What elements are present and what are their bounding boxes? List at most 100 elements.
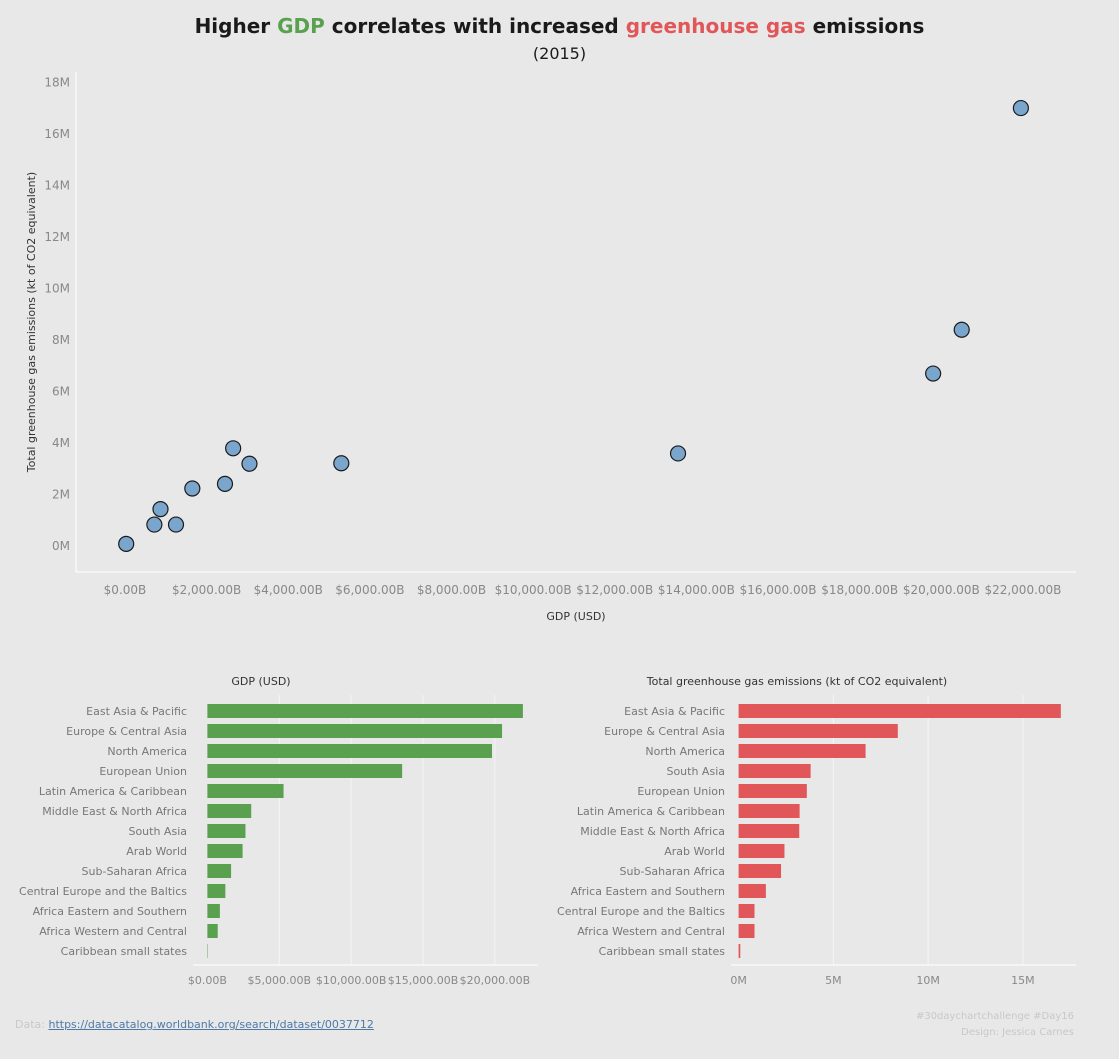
x-tick-label: $12,000.00B [576, 583, 653, 597]
x-tick-label: 5M [825, 974, 842, 987]
data-source-link[interactable]: https://datacatalog.worldbank.org/search… [48, 1018, 374, 1031]
y-tick-label: 6M [52, 385, 70, 399]
bar [738, 764, 811, 778]
category-label: Arab World [664, 845, 725, 858]
category-label: Sub-Saharan Africa [620, 865, 725, 878]
x-tick-label: $10,000.00B [316, 974, 387, 987]
bar [738, 864, 782, 878]
data-source-label: Data: [15, 1018, 49, 1031]
x-tick-label: $22,000.00B [984, 583, 1061, 597]
bar [738, 804, 800, 818]
bar [207, 744, 492, 758]
y-tick-label: 14M [44, 178, 70, 192]
x-tick-label: 10M [916, 974, 940, 987]
category-label: Africa Eastern and Southern [571, 885, 725, 898]
x-tick-label: $15,000.00B [388, 974, 459, 987]
scatter-point [333, 455, 350, 472]
category-label: Africa Western and Central [577, 925, 725, 938]
hashtags: #30daychartchallenge #Day16 [915, 1011, 1074, 1022]
category-label: Caribbean small states [61, 945, 188, 958]
y-tick-label: 4M [52, 436, 70, 450]
scatter-chart: 0M 2M 4M 6M 8M 10M 12M 14M 16M 18M $0.00B $2,000.00… [25, 72, 1076, 623]
bar [207, 784, 284, 798]
x-tick-label: $8,000.00B [417, 583, 486, 597]
bar-chart-title: GDP (USD) [231, 675, 290, 688]
y-tick-label: 12M [44, 230, 70, 244]
bar [207, 884, 226, 898]
category-label: Middle East & North Africa [580, 825, 725, 838]
bar [207, 764, 403, 778]
title-part-1: Higher [194, 14, 278, 38]
y-tick-label: 0M [52, 539, 70, 553]
category-label: European Union [637, 785, 725, 798]
bar [738, 884, 766, 898]
x-tick-label: 15M [1011, 974, 1035, 987]
bar [207, 864, 232, 878]
y-tick-label: 10M [44, 281, 70, 295]
title-ghg-word: greenhouse gas [625, 14, 806, 38]
scatter-point [1012, 99, 1029, 117]
bar [207, 904, 220, 918]
y-tick-label: 8M [52, 333, 70, 347]
y-axis-title: Total greenhouse gas emissions (kt of CO… [25, 172, 38, 473]
category-label: East Asia & Pacific [86, 705, 187, 718]
x-tick-label: $5,000.00B [247, 974, 311, 987]
bar [738, 904, 755, 918]
x-tick-label: $0.00B [188, 974, 227, 987]
bar [207, 804, 252, 818]
category-label: North America [645, 745, 725, 758]
category-label: Caribbean small states [599, 945, 726, 958]
category-label: Sub-Saharan Africa [82, 865, 187, 878]
bar [207, 924, 218, 938]
category-label: Central Europe and the Baltics [19, 885, 187, 898]
category-label: Europe & Central Asia [604, 725, 725, 738]
x-tick-label: $2,000.00B [172, 583, 241, 597]
scatter-point [167, 516, 185, 533]
bar [738, 944, 741, 958]
credits: #30daychartchallenge #Day16 Design: Jess… [916, 1009, 1074, 1041]
chart-title: Higher GDP correlates with increased gre… [0, 14, 1119, 38]
scatter-point [118, 535, 135, 553]
title-part-2: correlates with increased [324, 14, 626, 38]
scatter-point [241, 455, 258, 472]
bar [738, 704, 1061, 718]
design-credit: Design: Jessica Carnes [961, 1027, 1074, 1038]
category-label: North America [107, 745, 187, 758]
scatter-point [925, 365, 942, 382]
x-tick-label: $20,000.00B [903, 583, 980, 597]
y-tick-label: 18M [44, 75, 70, 89]
category-label: Latin America & Caribbean [39, 785, 187, 798]
x-tick-label: $6,000.00B [335, 583, 404, 597]
bar [738, 844, 785, 858]
bar [207, 704, 523, 718]
scatter-point [146, 516, 163, 533]
category-label: Central Europe and the Baltics [557, 905, 725, 918]
x-tick-label: $16,000.00B [740, 583, 817, 597]
x-tick-label: $4,000.00B [254, 583, 323, 597]
category-label: Africa Western and Central [39, 925, 187, 938]
category-label: South Asia [666, 765, 725, 778]
scatter-point [216, 475, 234, 492]
category-label: Arab World [126, 845, 187, 858]
category-label: Middle East & North Africa [42, 805, 187, 818]
x-tick-label: $0.00B [104, 583, 147, 597]
title-part-3: emissions [805, 14, 925, 38]
category-label: East Asia & Pacific [624, 705, 725, 718]
x-tick-label: $18,000.00B [821, 583, 898, 597]
category-label: Europe & Central Asia [66, 725, 187, 738]
bar [207, 844, 243, 858]
bar [738, 824, 800, 838]
bar [738, 744, 866, 758]
bar-charts: GDP (USD) $0.00B $5,000.00B $10,000.00B $15,… [19, 675, 1076, 987]
scatter-point [669, 445, 687, 462]
bar [207, 724, 503, 738]
category-label: South Asia [128, 825, 187, 838]
scatter-point [152, 501, 169, 518]
bar [738, 724, 898, 738]
category-label: European Union [99, 765, 187, 778]
y-tick-label: 2M [52, 488, 70, 502]
scatter-point [953, 321, 970, 338]
y-tick-label: 16M [44, 127, 70, 141]
x-tick-label: $10,000.00B [495, 583, 572, 597]
category-label: Latin America & Caribbean [577, 805, 725, 818]
